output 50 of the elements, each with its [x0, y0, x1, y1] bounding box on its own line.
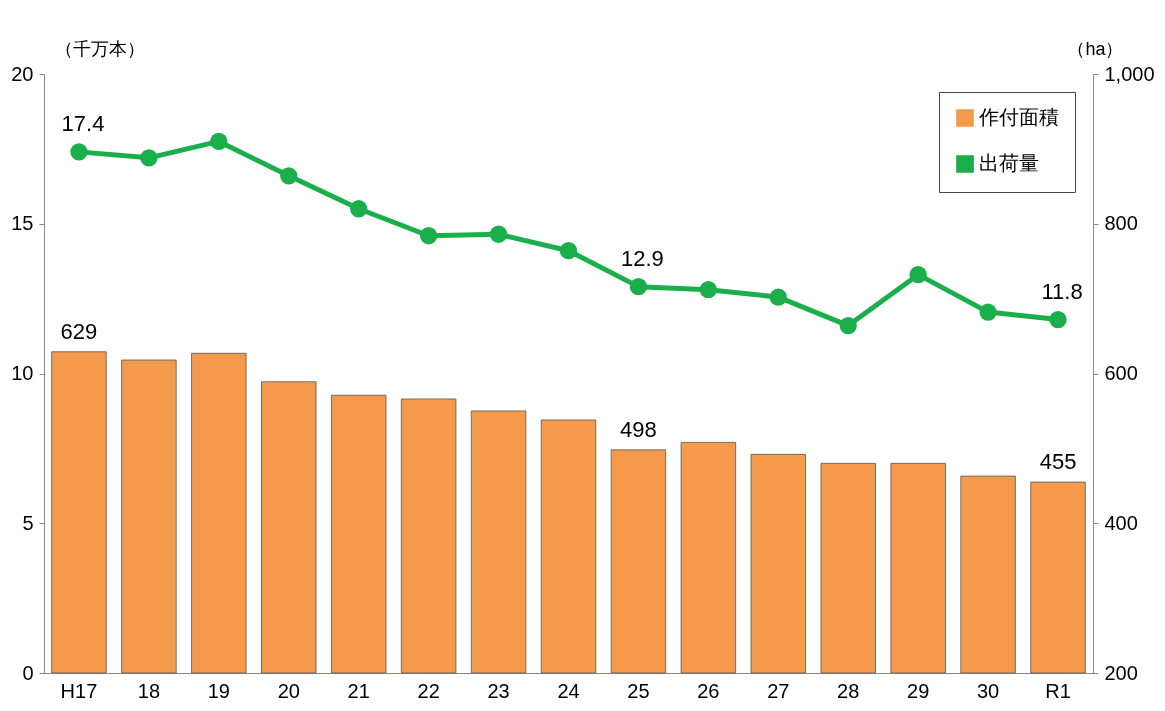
- point: [489, 225, 508, 243]
- y2-tick-label: 1,000: [1104, 62, 1155, 85]
- x-tick-label: H17: [60, 679, 98, 702]
- point: [979, 303, 997, 321]
- point: [419, 227, 438, 245]
- x-tick-label: 20: [277, 679, 300, 702]
- point: [350, 200, 368, 218]
- x-tick-label: 30: [976, 679, 1000, 702]
- data-label: 17.4: [61, 110, 105, 136]
- point: [140, 149, 158, 167]
- x-tick-label: R1: [1045, 679, 1071, 702]
- point: [909, 266, 927, 284]
- x-tick-label: 22: [417, 679, 440, 702]
- y-tick-label: 10: [11, 362, 34, 384]
- legend-label: 出荷量: [979, 152, 1039, 174]
- point: [699, 281, 718, 299]
- x-tick-label: 26: [697, 679, 720, 702]
- y2-tick-label: 800: [1104, 212, 1138, 235]
- y-axis-title: （千万本）: [54, 38, 145, 59]
- y-tick-label: 20: [11, 62, 34, 85]
- x-tick-label: 24: [557, 679, 580, 702]
- x-tick-label: 27: [767, 679, 790, 702]
- y-tick-label: 15: [11, 212, 34, 235]
- point: [629, 278, 648, 296]
- point: [559, 242, 578, 260]
- y2-tick-label: 200: [1104, 661, 1138, 684]
- x-tick-label: 28: [837, 679, 860, 702]
- data-label: 498: [620, 416, 657, 442]
- x-tick-label: 29: [907, 679, 930, 702]
- x-tick-label: 25: [627, 679, 650, 702]
- point: [70, 143, 88, 161]
- x-tick-label: 23: [487, 679, 510, 702]
- x-tick-label: 19: [207, 679, 230, 702]
- y-tick-label: 5: [22, 511, 34, 534]
- x-tick-label: 21: [347, 679, 370, 702]
- y-tick-label: 0: [22, 661, 34, 684]
- data-label: 12.9: [621, 245, 664, 271]
- data-label: 629: [60, 318, 98, 344]
- data-label: 11.8: [1041, 278, 1083, 304]
- point: [1049, 310, 1067, 329]
- point: [769, 288, 787, 306]
- point: [210, 132, 228, 151]
- y2-tick-label: 400: [1104, 511, 1138, 534]
- legend-label: 作付面積: [978, 106, 1059, 128]
- point: [839, 316, 857, 335]
- y2-tick-label: 600: [1104, 362, 1138, 384]
- data-label: 455: [1039, 449, 1077, 475]
- y2-axis-title: （ha）: [1067, 38, 1124, 59]
- x-tick-label: 18: [137, 679, 161, 702]
- point: [280, 167, 298, 185]
